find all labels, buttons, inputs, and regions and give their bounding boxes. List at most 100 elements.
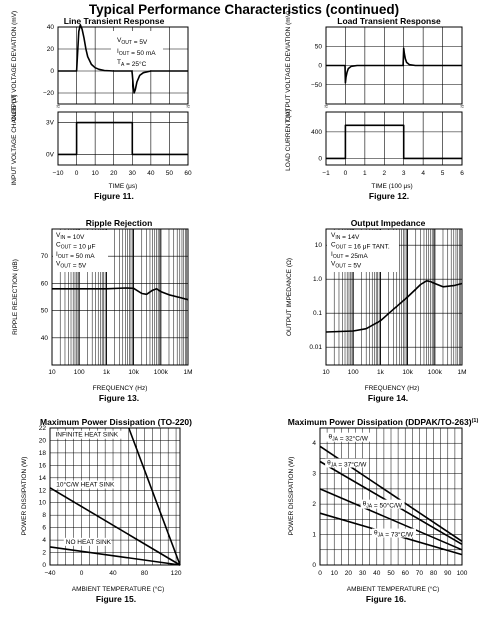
annotation-text: IOUT = 50 mA [117, 48, 156, 57]
y-tick-label: 70 [41, 253, 49, 260]
x-tick-label: 70 [416, 570, 424, 577]
power-dissipation-line [319, 488, 463, 551]
label-backdrop [63, 537, 111, 546]
x-tick-label: 10k [402, 369, 413, 376]
y-tick-label: 3 [312, 471, 316, 478]
annotation-box [327, 230, 399, 272]
x-axis-label: AMBIENT TEMPERATURE (°C) [72, 585, 165, 593]
output-impedance-curve [325, 279, 463, 333]
output-deviation-curve [58, 23, 188, 94]
x-tick-label: 90 [444, 570, 452, 577]
x-axis-label: FREQUENCY (Hz) [93, 385, 148, 392]
x-tick-label: 30 [359, 570, 367, 577]
y-tick-label: 50 [41, 308, 49, 315]
x-tick-label: 60 [184, 170, 192, 177]
y-tick-label: 3V [46, 120, 55, 127]
x-tick-label: 0 [318, 570, 322, 577]
chart-title: Output Impedance [351, 218, 426, 228]
y-tick-label: −50 [311, 82, 322, 89]
x-tick-label: −1 [322, 170, 330, 177]
plot-frame [319, 427, 463, 566]
series-label: 10°C/W HEAT SINK [56, 481, 115, 489]
y-tick-label: 2 [312, 501, 316, 508]
annotation-text: COUT = 16 μF TANT. [331, 242, 390, 251]
y-tick-label: 8 [42, 512, 46, 519]
annotation-text: COUT = 10 μF [56, 242, 95, 251]
y-tick-label: 1.0 [313, 276, 322, 283]
annotation-text: IOUT = 25mA [331, 251, 368, 260]
x-tick-label: 1k [103, 369, 111, 376]
x-axis-label: TIME (100 μs) [371, 183, 412, 190]
x-axis-label: FREQUENCY (Hz) [365, 385, 420, 392]
annotation-text: IOUT = 50 mA [56, 251, 95, 260]
x-tick-label: 2 [382, 170, 386, 177]
chart-title: Ripple Rejection [86, 218, 153, 228]
annotation-text: θJA = 73°C/W [374, 530, 414, 539]
y-tick-label: 40 [47, 24, 55, 31]
x-tick-label: 10 [322, 369, 330, 376]
y-tick-label: 6 [42, 525, 46, 532]
y-tick-label: 4 [312, 440, 316, 447]
label-backdrop [325, 458, 370, 468]
y-tick-label: 0V [46, 151, 55, 158]
label-backdrop [54, 480, 116, 489]
y-tick-label: 0.01 [309, 344, 322, 351]
x-tick-label: 40 [147, 170, 155, 177]
annotation-text: VIN = 10V [56, 232, 85, 241]
y-tick-label: 1 [312, 532, 316, 539]
y-axis-label: OUTPUT VOLTAGE DEVIATION (mV) [285, 11, 292, 121]
annotation-text: VOUT = 5V [331, 261, 362, 270]
chart-title: Maximum Power Dissipation (TO-220) [40, 417, 192, 427]
y-tick-label: 12 [39, 487, 47, 494]
figure-caption: Figure 11. [94, 191, 134, 201]
x-tick-label: −10 [52, 170, 63, 177]
x-tick-label: −40 [44, 570, 55, 577]
x-tick-label: 40 [109, 570, 117, 577]
label-backdrop [371, 528, 416, 538]
load-current-curve [326, 124, 462, 160]
annotation-text: θJA = 37°C/W [327, 460, 367, 469]
y-axis-label: POWER DISSIPATION (W) [21, 457, 28, 536]
annotation-text: VOUT = 5V [56, 261, 87, 270]
x-tick-label: 100 [74, 369, 85, 376]
y-tick-label: 0 [50, 68, 54, 75]
y-axis-label: LOAD CURRENT (A) [285, 109, 292, 171]
x-tick-label: 1 [363, 170, 367, 177]
annotation-text: θJA = 32°C/W [329, 434, 369, 443]
chart-title: Load Transient Response [337, 16, 441, 26]
x-tick-label: 50 [387, 570, 395, 577]
x-tick-label: 1M [457, 369, 466, 376]
x-tick-label: 10 [331, 570, 339, 577]
y-tick-label: 22 [39, 425, 47, 432]
y-tick-label: 20 [47, 46, 55, 53]
x-tick-label: 4 [421, 170, 425, 177]
axis-break: ≈ [186, 104, 190, 111]
label-backdrop [360, 499, 405, 509]
x-tick-label: 1k [377, 369, 385, 376]
y-axis-label: INPUT VOLTAGE CHANGE (V) [11, 94, 18, 185]
x-tick-label: 5 [441, 170, 445, 177]
x-tick-label: 1M [183, 369, 192, 376]
x-tick-label: 100 [457, 570, 468, 577]
chart-title: Line Transient Response [64, 16, 165, 26]
y-axis-label: OUTPUT IMPEDANCE (Ω) [286, 258, 293, 336]
x-tick-label: 120 [171, 570, 182, 577]
annotation-text: VIN = 14V [331, 232, 360, 241]
y-tick-label: 0 [318, 155, 322, 162]
y-tick-label: 14 [39, 475, 47, 482]
x-tick-label: 3 [402, 170, 406, 177]
annotation-text: TA = 25°C [117, 59, 147, 68]
y-tick-label: 10 [315, 242, 323, 249]
y-tick-label: 400 [311, 129, 322, 136]
y-tick-label: 0 [318, 63, 322, 70]
x-tick-label: 10 [48, 369, 56, 376]
power-dissipation-line [49, 487, 181, 566]
y-tick-label: 0 [312, 562, 316, 569]
y-tick-label: 40 [41, 335, 49, 342]
ripple-rejection-curve [52, 287, 189, 301]
x-tick-label: 0 [344, 170, 348, 177]
x-tick-label: 10k [128, 369, 139, 376]
y-tick-label: 4 [42, 537, 46, 544]
y-tick-label: 0 [42, 562, 46, 569]
